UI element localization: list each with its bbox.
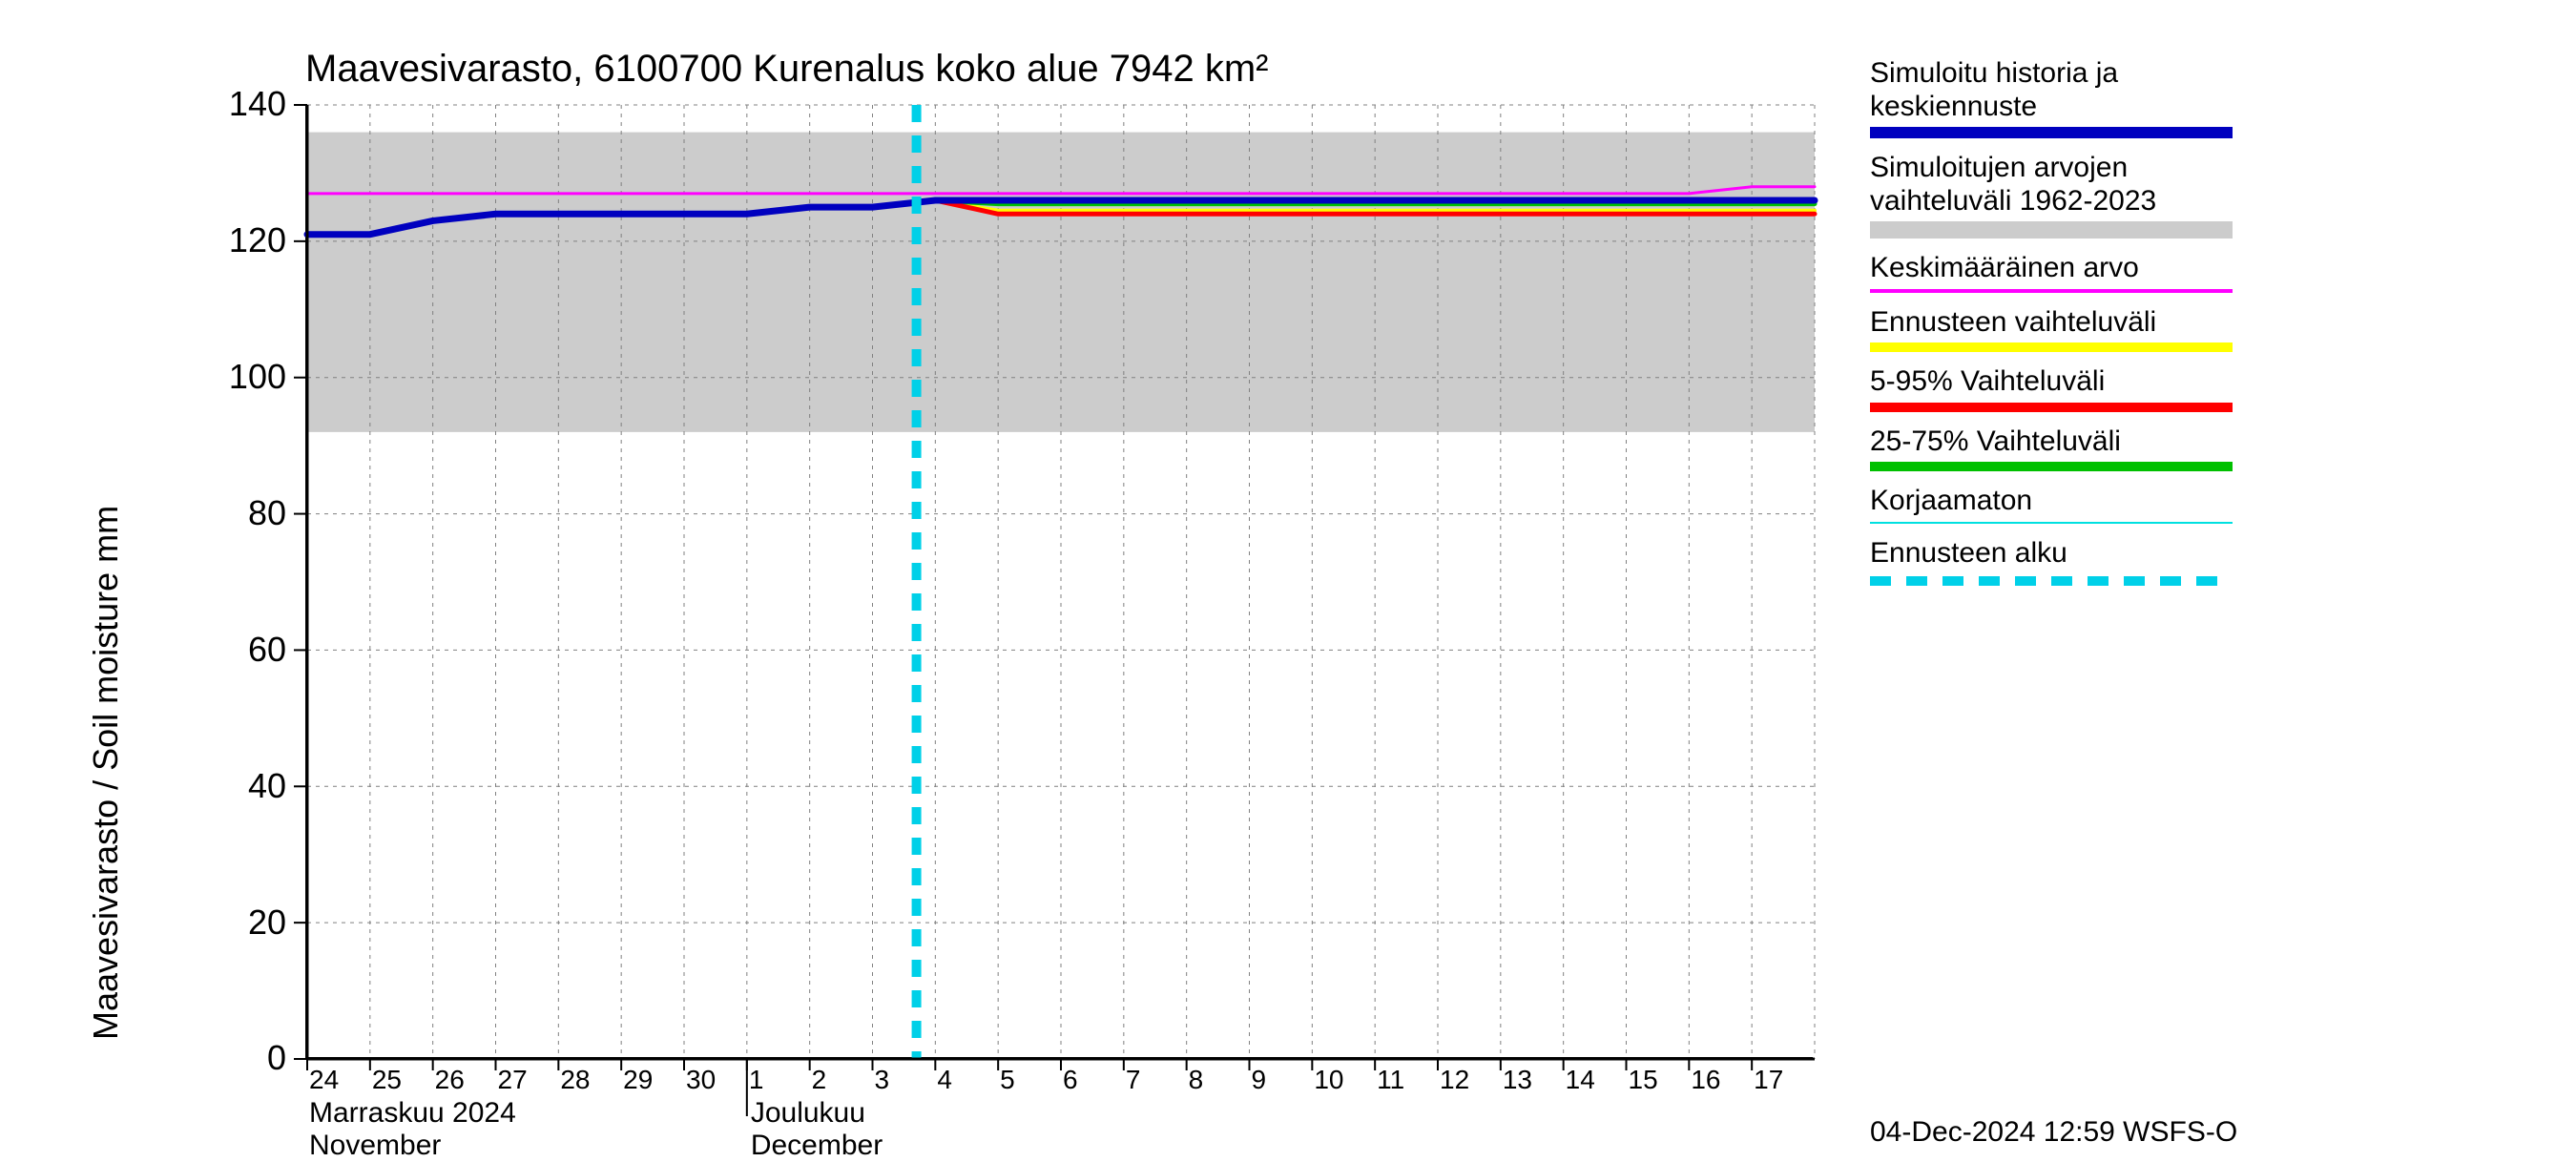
y-tick-label: 80 bbox=[191, 493, 286, 533]
legend-label: Simuloitujen arvojen vaihteluväli 1962-2… bbox=[1870, 152, 2233, 218]
y-tick-label: 40 bbox=[191, 766, 286, 806]
legend-entry: Korjaamaton bbox=[1870, 485, 2233, 524]
x-tick-label: 3 bbox=[875, 1065, 890, 1095]
legend-entry: Simuloitu historia ja keskiennuste bbox=[1870, 57, 2233, 138]
legend-swatch bbox=[1870, 221, 2233, 239]
y-tick-label: 0 bbox=[191, 1038, 286, 1078]
legend: Simuloitu historia ja keskiennuste Simulo… bbox=[1870, 57, 2233, 596]
y-tick-label: 20 bbox=[191, 903, 286, 943]
x-tick-label: 9 bbox=[1252, 1065, 1267, 1095]
x-tick-label: 2 bbox=[812, 1065, 827, 1095]
x-tick-label: 30 bbox=[686, 1065, 716, 1095]
legend-entry: Keskimääräinen arvo bbox=[1870, 252, 2233, 293]
legend-label: 5-95% Vaihteluväli bbox=[1870, 365, 2233, 399]
legend-swatch bbox=[1870, 462, 2233, 471]
legend-entry: Ennusteen vaihteluväli bbox=[1870, 306, 2233, 353]
legend-swatch bbox=[1870, 522, 2233, 524]
timestamp-label: 04-Dec-2024 12:59 WSFS-O bbox=[1870, 1116, 2237, 1149]
legend-entry: Ennusteen alku bbox=[1870, 537, 2233, 584]
plot-area bbox=[305, 105, 1813, 1059]
legend-label: Keskimääräinen arvo bbox=[1870, 252, 2233, 285]
legend-swatch bbox=[1870, 127, 2233, 138]
legend-label: Ennusteen vaihteluväli bbox=[1870, 306, 2233, 340]
x-tick-label: 10 bbox=[1314, 1065, 1343, 1095]
x-tick-label: 24 bbox=[309, 1065, 339, 1095]
x-tick-label: 17 bbox=[1754, 1065, 1783, 1095]
y-tick-label: 60 bbox=[191, 630, 286, 670]
legend-entry: Simuloitujen arvojen vaihteluväli 1962-2… bbox=[1870, 152, 2233, 239]
x-tick-label: 1 bbox=[749, 1065, 764, 1095]
x-tick-label: 13 bbox=[1503, 1065, 1532, 1095]
x-tick-label: 5 bbox=[1000, 1065, 1015, 1095]
x-month-label-left: Marraskuu 2024 November bbox=[309, 1097, 516, 1162]
x-tick-label: 25 bbox=[372, 1065, 402, 1095]
x-tick-label: 4 bbox=[937, 1065, 952, 1095]
legend-label: 25-75% Vaihteluväli bbox=[1870, 425, 2233, 459]
plot-svg bbox=[307, 105, 1815, 1059]
legend-label: Korjaamaton bbox=[1870, 485, 2233, 518]
legend-swatch bbox=[1870, 289, 2233, 293]
y-axis-label: Maavesivarasto / Soil moisture mm bbox=[86, 506, 126, 1040]
chart-title: Maavesivarasto, 6100700 Kurenalus koko a… bbox=[305, 48, 1269, 91]
legend-entry: 5-95% Vaihteluväli bbox=[1870, 365, 2233, 412]
x-tick-label: 7 bbox=[1126, 1065, 1141, 1095]
legend-label: Simuloitu historia ja keskiennuste bbox=[1870, 57, 2233, 123]
x-tick-label: 26 bbox=[435, 1065, 465, 1095]
legend-entry: 25-75% Vaihteluväli bbox=[1870, 425, 2233, 472]
x-tick-label: 11 bbox=[1377, 1065, 1404, 1095]
x-tick-label: 16 bbox=[1691, 1065, 1720, 1095]
y-tick-label: 140 bbox=[191, 84, 286, 124]
y-tick-label: 120 bbox=[191, 220, 286, 260]
x-tick-label: 27 bbox=[498, 1065, 528, 1095]
x-tick-label: 29 bbox=[623, 1065, 653, 1095]
x-tick-label: 6 bbox=[1063, 1065, 1078, 1095]
legend-label: Ennusteen alku bbox=[1870, 537, 2233, 571]
legend-swatch bbox=[1870, 403, 2233, 412]
y-tick-label: 100 bbox=[191, 357, 286, 397]
x-month-label-right: Joulukuu December bbox=[751, 1097, 883, 1162]
x-tick-label: 28 bbox=[560, 1065, 590, 1095]
x-tick-label: 12 bbox=[1440, 1065, 1469, 1095]
x-tick-label: 15 bbox=[1629, 1065, 1658, 1095]
legend-swatch bbox=[1870, 573, 2233, 583]
x-tick-label: 14 bbox=[1566, 1065, 1595, 1095]
legend-swatch bbox=[1870, 342, 2233, 352]
x-tick-label: 8 bbox=[1189, 1065, 1204, 1095]
